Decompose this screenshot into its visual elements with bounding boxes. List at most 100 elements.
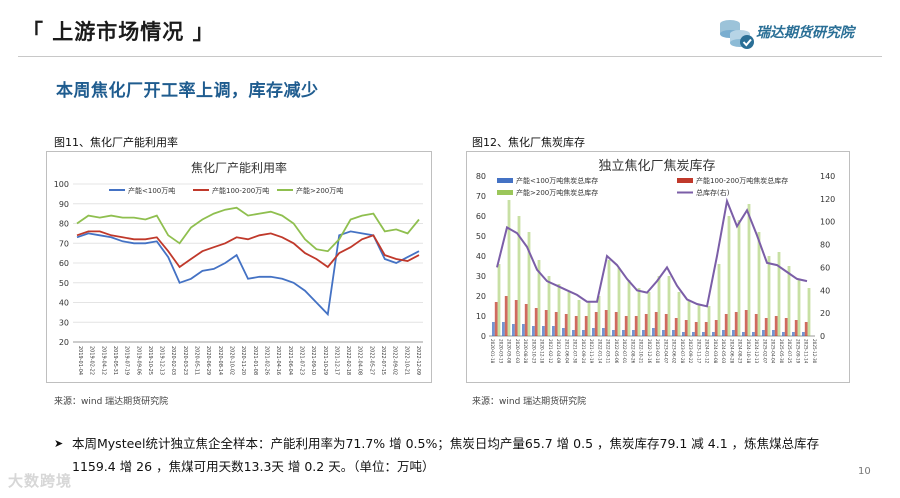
- page-number: 10: [858, 466, 871, 477]
- bar-series-1: [772, 330, 775, 336]
- coins-icon: [720, 20, 754, 49]
- bar-series-3: [627, 280, 631, 336]
- bar-series-3: [497, 264, 501, 336]
- x-tick-label: 2020-11-20: [240, 346, 246, 375]
- y-left-tick-label: 50: [476, 232, 486, 241]
- x-tick-label: 2024-03-08: [713, 339, 718, 364]
- y-tick-label: 90: [59, 200, 69, 209]
- legend-label: 产能>200万吨焦炭总库存: [516, 188, 598, 197]
- bar-series-1: [732, 330, 735, 336]
- y-left-tick-label: 70: [476, 192, 486, 201]
- bar-series-1: [522, 324, 525, 336]
- headline: 本周焦化厂开工率上调，库存减少: [56, 81, 319, 101]
- bar-series-3: [777, 252, 781, 336]
- bar-series-1: [632, 330, 635, 336]
- bar-series-3: [597, 296, 601, 336]
- bar-series-1: [662, 330, 665, 336]
- bar-series-2: [504, 296, 508, 336]
- bar-series-3: [787, 266, 791, 336]
- bar-series-3: [667, 276, 671, 336]
- line-series-1: [76, 230, 420, 317]
- bar-series-1: [542, 326, 545, 336]
- title-divider: [18, 56, 882, 57]
- x-tick-label: 2024-12-13: [754, 339, 759, 364]
- y-tick-label: 50: [59, 279, 69, 288]
- y-tick-label: 70: [59, 239, 69, 248]
- x-tick-label: 2024-10-18: [746, 339, 751, 364]
- brand-name: 瑞达期货研究院: [756, 25, 854, 41]
- x-tick-label: 2023-04-07: [663, 339, 668, 364]
- x-tick-label: 2019-10-25: [147, 346, 153, 375]
- bar-series-2: [634, 316, 638, 336]
- bar-series-3: [697, 304, 701, 336]
- bar-series-3: [647, 292, 651, 336]
- x-tick-label: 2021-06-04: [287, 346, 293, 375]
- bar-series-2: [544, 310, 548, 336]
- chart-title: 独立焦化厂焦炭库存: [598, 158, 715, 174]
- bar-series-2: [614, 312, 618, 336]
- bar-series-1: [532, 326, 535, 336]
- x-tick-label: 2022-01-14: [597, 339, 602, 364]
- bar-series-1: [652, 328, 655, 336]
- bar-series-2: [654, 312, 658, 336]
- y-right-tick-label: 80: [820, 241, 830, 250]
- y-right-tick-label: 120: [820, 195, 835, 204]
- bar-series-3: [767, 256, 771, 336]
- chart-panel-coke-inventory: 独立焦化厂焦炭库存 0 10 20 30 40 50 60 70 80 0 20 40 60 80 100 12…: [466, 151, 850, 383]
- legend-label: 产能<100万吨: [128, 186, 175, 195]
- bar-series-1: [762, 330, 765, 336]
- y-right-tick-label: 20: [820, 309, 830, 318]
- x-tick-label: 2019-12-13: [159, 346, 165, 375]
- y-right-tick-label: 40: [820, 286, 830, 295]
- x-tick-label: 2022-12-16: [647, 339, 652, 364]
- summary-text: 本周Mysteel统计独立焦企全样本：产能利用率为71.7% 增 0.5%；焦炭…: [72, 436, 820, 474]
- y-tick-label: 100: [54, 180, 69, 189]
- summary-paragraph: ➤ 本周Mysteel统计独立焦企全样本：产能利用率为71.7% 增 0.5%；…: [54, 432, 854, 478]
- bar-series-3: [557, 284, 561, 336]
- x-tick-label: 2021-02-12: [548, 339, 553, 364]
- bar-series-2: [644, 314, 648, 336]
- y-tick-label: 60: [59, 259, 69, 268]
- y-left-tick-label: 30: [476, 272, 486, 281]
- x-tick-label: 2023-02-10: [655, 339, 660, 364]
- legend-swatch: [497, 190, 513, 195]
- bar-series-1: [742, 332, 745, 336]
- bar-series-2: [694, 322, 698, 336]
- x-tick-label: 2021-07-23: [298, 346, 304, 375]
- bar-series-2: [774, 316, 778, 336]
- x-tick-label: 2023-09-22: [688, 339, 693, 364]
- bar-series-2: [754, 314, 758, 336]
- x-tick-label: 2021-12-17: [333, 346, 339, 375]
- bar-series-3: [797, 280, 801, 336]
- bar-series-1: [722, 330, 725, 336]
- bar-series-3: [747, 204, 751, 336]
- x-tick-label: 2021-04-09: [556, 339, 561, 364]
- bar-series-1: [642, 330, 645, 336]
- y-tick-label: 30: [59, 318, 69, 327]
- x-tick-label: 2019-02-22: [89, 346, 95, 375]
- y-left-tick-label: 20: [476, 292, 486, 301]
- bar-series-3: [527, 232, 531, 336]
- bar-series-1: [562, 328, 565, 336]
- x-tick-label: 2019-04-12: [100, 346, 106, 375]
- y-right-tick-label: 0: [820, 332, 825, 341]
- x-tick-label: 2025-11-14: [804, 339, 809, 364]
- x-tick-label: 2025-12-30: [812, 339, 817, 364]
- bar-series-3: [677, 292, 681, 336]
- bar-series-1: [782, 332, 785, 336]
- x-tick-label: 2019-05-31: [112, 346, 118, 375]
- x-tick-label: 2022-08-26: [630, 339, 635, 364]
- bar-series-1: [692, 332, 695, 336]
- bar-series-1: [792, 332, 795, 336]
- bar-series-2: [624, 316, 628, 336]
- x-tick-label: 2022-09-02: [392, 346, 398, 375]
- y-left-tick-label: 60: [476, 212, 486, 221]
- y-tick-label: 40: [59, 299, 69, 308]
- bar-series-2: [514, 300, 518, 336]
- slide-title: 「 上游市场情况 」: [22, 20, 215, 44]
- x-tick-label: 2022-10-21: [403, 346, 409, 375]
- x-tick-label: 2021-09-10: [310, 346, 316, 375]
- y-right-tick-label: 60: [820, 263, 830, 272]
- bar-series-1: [622, 330, 625, 336]
- bar-series-3: [707, 306, 711, 336]
